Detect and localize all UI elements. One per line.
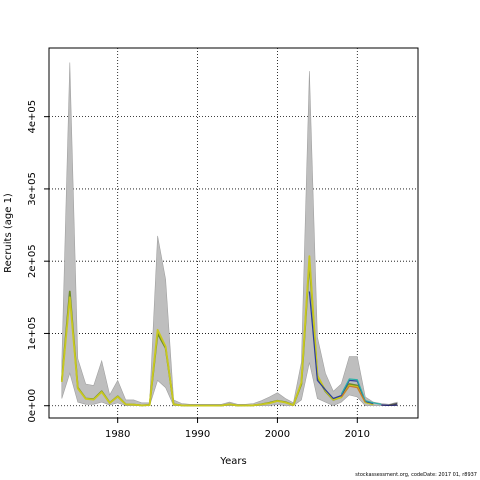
y-tick-label: 1e+05 [27, 317, 38, 351]
confidence-band [61, 62, 398, 407]
series-line-series_yellow [60, 255, 374, 407]
series-lines [60, 255, 398, 407]
x-tick-label: 2010 [345, 429, 370, 440]
y-tick-label: 4e+05 [27, 100, 38, 134]
y-tick-label: 2e+05 [27, 244, 38, 278]
y-axis-ticks: 0e+00 1e+05 2e+05 3e+05 4e+05 [27, 100, 49, 423]
x-tick-label: 1980 [105, 429, 130, 440]
series-line-series_orange [340, 385, 366, 403]
y-tick-label: 3e+05 [27, 172, 38, 206]
x-tick-label: 1990 [185, 429, 210, 440]
x-axis-title: Years [219, 456, 246, 467]
plot-frame [48, 47, 419, 419]
confidence-band-area [61, 62, 398, 407]
series-line-series_gray [389, 402, 398, 406]
y-tick-label: 0e+00 [27, 389, 38, 423]
series-line-series_teal [340, 378, 382, 405]
x-axis-ticks: 1980 1990 2000 2010 [105, 418, 370, 440]
grid-lines [49, 48, 418, 418]
y-axis-title: Recruits (age 1) [3, 193, 14, 273]
footer-credit: stockassessment.org, codeDate: 2017 01, … [355, 472, 477, 478]
x-tick-label: 2000 [265, 429, 290, 440]
